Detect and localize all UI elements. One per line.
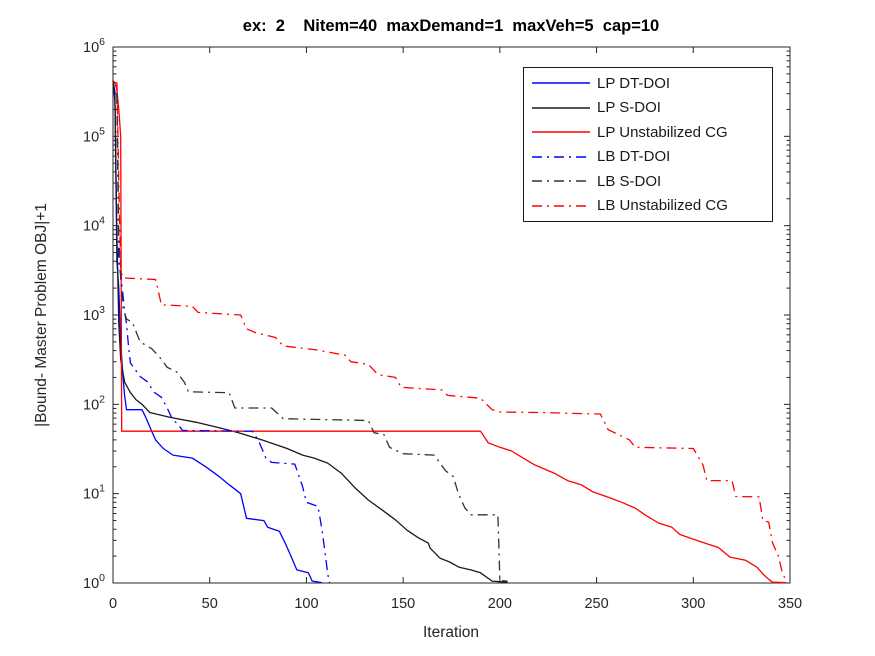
x-tick-label: 0: [109, 596, 117, 612]
series-line-lp-unstabilized-cg: [112, 80, 787, 584]
legend-line-sample: [532, 82, 590, 84]
legend-item: LB DT-DOI: [524, 145, 772, 169]
x-tick-label: 50: [202, 596, 218, 612]
y-tick-label: 100: [83, 572, 105, 592]
y-tick-label: 101: [83, 483, 105, 503]
legend-label: LP DT-DOI: [597, 74, 671, 92]
y-tick-label: 106: [83, 36, 105, 56]
x-tick-label: 350: [778, 596, 802, 612]
legend-item: LB Unstabilized CG: [524, 194, 772, 218]
legend-line-sample: [532, 107, 590, 109]
chart-title: ex: 2 Nitem=40 maxDemand=1 maxVeh=5 cap=…: [242, 17, 660, 35]
x-tick-label: 250: [584, 596, 608, 612]
legend-label: LB DT-DOI: [597, 148, 671, 166]
legend-box: LP DT-DOI LP S-DOI LP Unstabilized CG LB…: [523, 67, 773, 222]
x-tick-label: 100: [294, 596, 318, 612]
x-tick-label: 200: [488, 596, 512, 612]
series-line-lb-dt-doi: [116, 93, 331, 583]
legend-line-sample: [532, 131, 590, 133]
legend-item: LP S-DOI: [524, 96, 772, 120]
series-line-lp-s-doi: [112, 80, 508, 583]
x-axis-label: Iteration: [422, 624, 480, 641]
series-line-lb-s-doi: [116, 93, 508, 582]
legend-item: LB S-DOI: [524, 169, 772, 193]
y-tick-label: 104: [83, 215, 105, 235]
legend-label: LB S-DOI: [597, 172, 662, 190]
legend-item: LP DT-DOI: [524, 71, 772, 95]
legend-label: LB Unstabilized CG: [597, 197, 728, 215]
y-axis-label: |Bound- Master Problem OBJ|+1: [33, 203, 50, 427]
legend-label: LP Unstabilized CG: [597, 123, 728, 141]
y-tick-label: 103: [83, 304, 105, 324]
legend-line-sample: [532, 205, 590, 207]
series-line-lp-dt-doi: [112, 80, 322, 584]
x-tick-label: 150: [391, 596, 415, 612]
legend-label: LP S-DOI: [597, 99, 661, 117]
legend-line-sample: [532, 180, 590, 182]
series-line-lb-unstabilized-cg: [116, 82, 787, 581]
legend-item: LP Unstabilized CG: [524, 120, 772, 144]
y-tick-label: 105: [83, 125, 105, 145]
y-tick-label: 102: [83, 393, 105, 413]
legend-line-sample: [532, 156, 590, 158]
x-tick-label: 300: [681, 596, 705, 612]
